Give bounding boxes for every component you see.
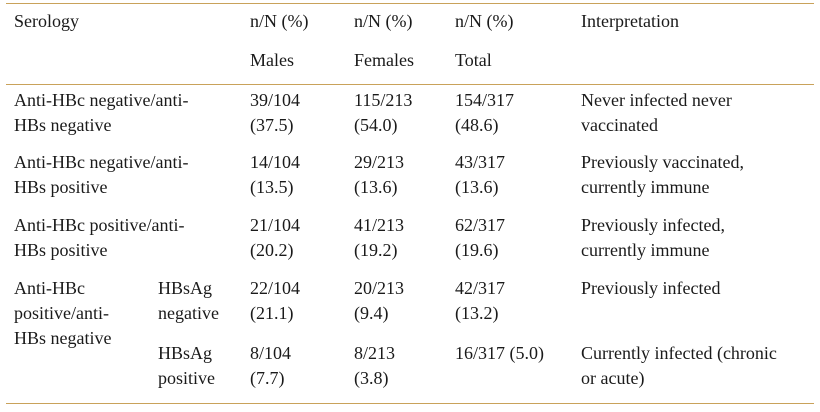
sub-0-hbsag-line-2: negative <box>158 303 219 323</box>
row-2-total: 62/317 (19.6) <box>455 213 505 263</box>
sub-0-females-count: 20/213 <box>354 278 405 298</box>
header-males-n: n/N (%) <box>250 11 309 31</box>
row-2-total-count: 62/317 <box>455 215 506 235</box>
row-1-serology: Anti-HBc negative/anti- HBs positive <box>14 150 188 200</box>
row-0-interpretation-line-2: vaccinated <box>581 115 658 135</box>
header-serology: Serology <box>14 11 79 31</box>
row-2-males-count: 21/104 <box>250 215 301 235</box>
row-0-total-count: 154/317 <box>455 90 515 110</box>
header-females-n: n/N (%) <box>354 11 413 31</box>
row-1-males-pct: (13.5) <box>250 177 294 197</box>
row-1-females-pct: (13.6) <box>354 177 398 197</box>
sub-1-males-count: 8/104 <box>250 343 292 363</box>
row-2-serology: Anti-HBc positive/anti- HBs positive <box>14 213 184 263</box>
sub-1-males: 8/104 (7.7) <box>250 341 291 391</box>
sub-0-total: 42/317 (13.2) <box>455 276 505 326</box>
row-2-interpretation-line-2: currently immune <box>581 240 710 260</box>
row-2-females-count: 41/213 <box>354 215 405 235</box>
sub-0-hbsag-line-1: HBsAg <box>158 278 213 298</box>
row-2-total-pct: (19.6) <box>455 240 499 260</box>
sub-0-females-pct: (9.4) <box>354 303 389 323</box>
row-0-total: 154/317 (48.6) <box>455 88 514 138</box>
header-females: Females <box>354 50 414 70</box>
row-0-males: 39/104 (37.5) <box>250 88 300 138</box>
row-0-females-pct: (54.0) <box>354 115 398 135</box>
sub-1-males-pct: (7.7) <box>250 368 285 388</box>
sub-1-total-count: 16/317 (5.0) <box>455 343 544 363</box>
row-1-total-count: 43/317 <box>455 152 506 172</box>
row-0-males-pct: (37.5) <box>250 115 294 135</box>
row-2-serology-line-2: HBs positive <box>14 240 108 260</box>
sub-0-females: 20/213 (9.4) <box>354 276 404 326</box>
row-0-serology-line-1: Anti-HBc negative/anti- <box>14 90 189 110</box>
sub-1-females-pct: (3.8) <box>354 368 389 388</box>
header-interpretation: Interpretation <box>581 11 679 31</box>
row-1-serology-line-2: HBs positive <box>14 177 108 197</box>
row-1-interpretation-line-1: Previously vaccinated, <box>581 152 744 172</box>
sub-0-total-pct: (13.2) <box>455 303 499 323</box>
sub-0-males-pct: (21.1) <box>250 303 294 323</box>
sub-1-females-count: 8/213 <box>354 343 396 363</box>
row-2-females-pct: (19.2) <box>354 240 398 260</box>
group-serology-line-3: HBs negative <box>14 328 112 348</box>
row-1-total-pct: (13.6) <box>455 177 499 197</box>
sub-0-total-count: 42/317 <box>455 278 506 298</box>
sub-1-interpretation: Currently infected (chronic or acute) <box>581 341 777 391</box>
sub-0-interpretation: Previously infected <box>581 276 720 301</box>
row-0-total-pct: (48.6) <box>455 115 499 135</box>
sub-1-interpretation-line-2: or acute) <box>581 368 645 388</box>
row-1-males-count: 14/104 <box>250 152 301 172</box>
row-1-females: 29/213 (13.6) <box>354 150 404 200</box>
row-0-interpretation: Never infected never vaccinated <box>581 88 732 138</box>
sub-0-males: 22/104 (21.1) <box>250 276 300 326</box>
row-1-interpretation: Previously vaccinated, currently immune <box>581 150 744 200</box>
header-total-n: n/N (%) <box>455 11 514 31</box>
sub-0-males-count: 22/104 <box>250 278 301 298</box>
row-0-serology: Anti-HBc negative/anti- HBs negative <box>14 88 188 138</box>
row-2-serology-line-1: Anti-HBc positive/anti- <box>14 215 185 235</box>
bottom-rule <box>6 403 814 404</box>
row-2-interpretation: Previously infected, currently immune <box>581 213 725 263</box>
sub-0-hbsag: HBsAg negative <box>158 276 219 326</box>
row-2-females: 41/213 (19.2) <box>354 213 404 263</box>
row-0-females-count: 115/213 <box>354 90 413 110</box>
sub-1-females: 8/213 (3.8) <box>354 341 395 391</box>
sub-1-hbsag-line-2: positive <box>158 368 215 388</box>
row-0-interpretation-line-1: Never infected never <box>581 90 732 110</box>
row-1-interpretation-line-2: currently immune <box>581 177 710 197</box>
header-total: Total <box>455 50 492 70</box>
sub-0-interpretation-line-1: Previously infected <box>581 278 721 298</box>
group-serology: Anti-HBc positive/anti- HBs negative <box>14 276 111 351</box>
header-males: Males <box>250 50 294 70</box>
sub-1-hbsag-line-1: HBsAg <box>158 343 213 363</box>
row-0-serology-line-2: HBs negative <box>14 115 112 135</box>
sub-1-interpretation-line-1: Currently infected (chronic <box>581 343 777 363</box>
row-1-males: 14/104 (13.5) <box>250 150 300 200</box>
row-0-females: 115/213 (54.0) <box>354 88 412 138</box>
row-1-serology-line-1: Anti-HBc negative/anti- <box>14 152 189 172</box>
row-2-males-pct: (20.2) <box>250 240 294 260</box>
row-2-interpretation-line-1: Previously infected, <box>581 215 725 235</box>
row-2-males: 21/104 (20.2) <box>250 213 300 263</box>
sub-1-total: 16/317 (5.0) <box>455 341 544 366</box>
row-1-total: 43/317 (13.6) <box>455 150 505 200</box>
group-serology-line-2: positive/anti- <box>14 303 109 323</box>
row-0-males-count: 39/104 <box>250 90 301 110</box>
header-rule <box>6 84 814 85</box>
group-serology-line-1: Anti-HBc <box>14 278 85 298</box>
row-1-females-count: 29/213 <box>354 152 405 172</box>
sub-1-hbsag: HBsAg positive <box>158 341 215 391</box>
top-rule <box>6 3 814 4</box>
